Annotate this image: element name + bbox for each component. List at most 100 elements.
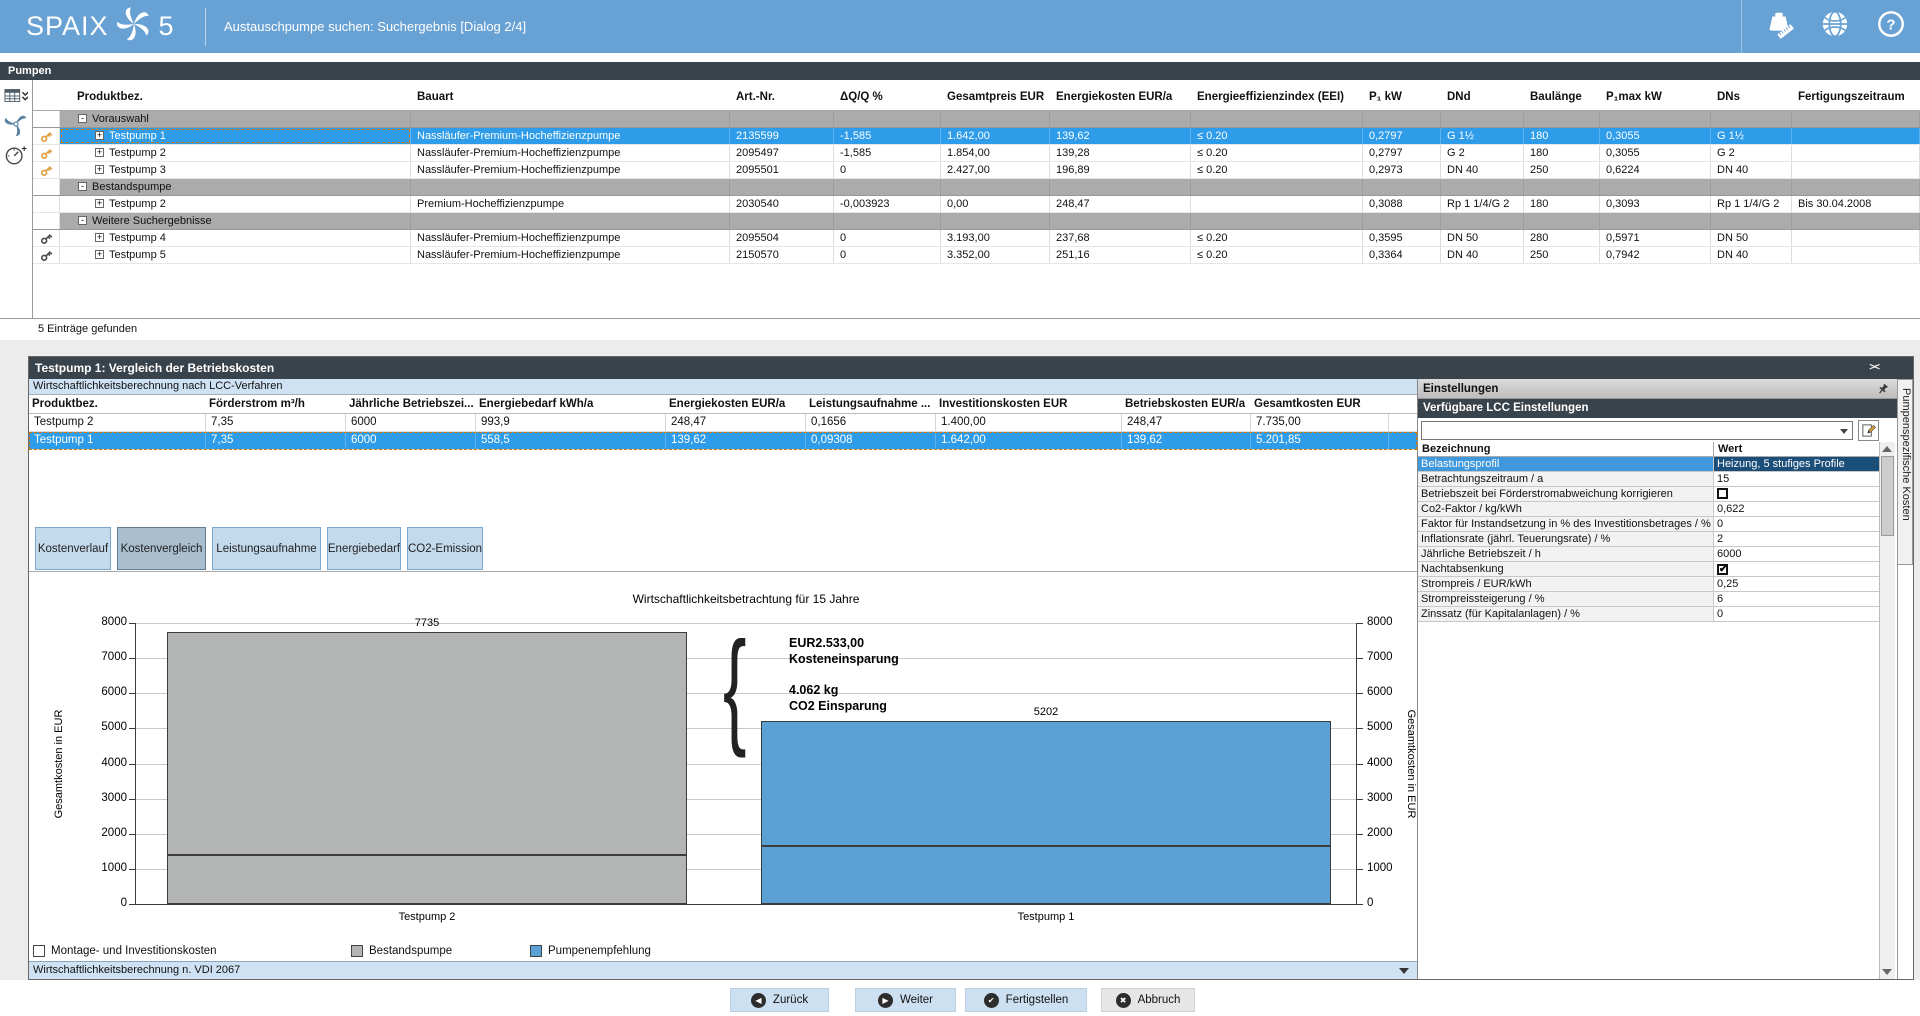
table-row[interactable]: +Testpump 5Nassläufer-Premium-Hocheffizi…: [33, 247, 1920, 264]
units-icon[interactable]: [1764, 9, 1794, 44]
settings-row[interactable]: Betrachtungszeitraum / a15: [1418, 472, 1879, 487]
tab-kostenverlauf[interactable]: Kostenverlauf: [35, 527, 111, 570]
column-header[interactable]: Art.-Nr.: [730, 91, 834, 110]
zurück-button[interactable]: ◀Zurück: [730, 988, 829, 1012]
table-row[interactable]: +Testpump 4Nassläufer-Premium-Hocheffizi…: [33, 230, 1920, 247]
abbruch-button[interactable]: ✖Abbruch: [1101, 988, 1195, 1012]
setting-label: Zinssatz (für Kapitalanlagen) / %: [1418, 607, 1714, 621]
setting-label: Betriebszeit bei Förderstromabweichung k…: [1418, 487, 1714, 501]
help-icon[interactable]: ?: [1876, 9, 1906, 44]
y-tick-label-right: 5000: [1367, 721, 1393, 733]
edit-lcc-settings-button[interactable]: [1858, 420, 1879, 441]
group-row[interactable]: -Bestandspumpe: [33, 179, 1920, 196]
cell: Premium-Hocheffizienzpumpe: [411, 196, 730, 212]
scroll-down-icon[interactable]: [1882, 969, 1892, 975]
expand-expander[interactable]: +: [95, 165, 104, 174]
savings-annotation: EUR2.533,00Kosteneinsparung: [789, 635, 899, 667]
pumpenspezifische-kosten-tab[interactable]: Pumpenspezifische Kosten: [1898, 379, 1913, 565]
tab-kostenvergleich[interactable]: Kostenvergleich: [117, 527, 206, 570]
column-header[interactable]: DNs: [1711, 91, 1792, 110]
lcc-column-header: Energiekosten EUR/a: [666, 398, 806, 410]
button-label: Zurück: [773, 994, 808, 1006]
settings-row[interactable]: BelastungsprofilHeizung, 5 stufiges Prof…: [1418, 457, 1879, 472]
scroll-up-icon[interactable]: [1882, 446, 1892, 452]
setting-value: 0: [1714, 607, 1879, 621]
table-row[interactable]: +Testpump 3Nassläufer-Premium-Hocheffizi…: [33, 162, 1920, 179]
settings-scrollbar[interactable]: [1879, 442, 1895, 979]
y-tick-label-right: 8000: [1367, 616, 1393, 628]
expand-expander[interactable]: +: [95, 250, 104, 259]
group-row[interactable]: -Weitere Suchergebnisse: [33, 213, 1920, 230]
fertigstellen-button[interactable]: ✔Fertigstellen: [965, 988, 1087, 1012]
lcc-row[interactable]: Testpump 17,356000558,5139,620,093081.64…: [29, 432, 1417, 450]
column-header[interactable]: DNd: [1441, 91, 1524, 110]
table-row[interactable]: +Testpump 2Premium-Hocheffizienzpumpe203…: [33, 196, 1920, 213]
tick-mark: [129, 869, 135, 870]
column-header[interactable]: Energieeffizienzindex (EEI): [1191, 91, 1363, 110]
settings-column-header: Bezeichnung: [1418, 442, 1714, 456]
weiter-button[interactable]: ▶Weiter: [855, 988, 956, 1012]
cell: 139,62: [1050, 128, 1191, 144]
collapse-expander[interactable]: -: [78, 114, 87, 123]
cell: Nassläufer-Premium-Hocheffizienzpumpe: [411, 247, 730, 263]
chevron-down-icon[interactable]: [1399, 968, 1409, 974]
expand-expander[interactable]: +: [95, 131, 104, 140]
column-header[interactable]: ΔQ/Q %: [834, 91, 941, 110]
column-header[interactable]: Baulänge: [1524, 91, 1600, 110]
column-header[interactable]: Produktbez.: [60, 91, 411, 110]
column-header[interactable]: Bauart: [411, 91, 730, 110]
checkbox-checked[interactable]: ✔: [1717, 564, 1728, 575]
column-header[interactable]: P₁ kW: [1363, 91, 1441, 110]
settings-row[interactable]: Zinssatz (für Kapitalanlagen) / %0: [1418, 607, 1879, 622]
group-row[interactable]: -Vorauswahl: [33, 111, 1920, 128]
settings-row[interactable]: Faktor für Instandsetzung in % des Inves…: [1418, 517, 1879, 532]
scrollbar-thumb[interactable]: [1881, 456, 1894, 536]
checkbox-unchecked[interactable]: [1717, 488, 1728, 499]
settings-row[interactable]: Strompreis / EUR/kWh0,25: [1418, 577, 1879, 592]
column-header[interactable]: Gesamtpreis EUR: [941, 91, 1050, 110]
lcc-row[interactable]: Testpump 27,356000993,9248,470,16561.400…: [29, 414, 1417, 432]
table-row[interactable]: +Testpump 1Nassläufer-Premium-Hocheffizi…: [33, 128, 1920, 145]
column-header[interactable]: P₁max kW: [1600, 91, 1711, 110]
globe-icon[interactable]: [1820, 9, 1850, 44]
product-name-cell: +Testpump 5: [60, 247, 411, 263]
settings-row[interactable]: Nachtabsenkung✔: [1418, 562, 1879, 577]
expand-expander[interactable]: +: [95, 199, 104, 208]
collapse-expander[interactable]: -: [78, 182, 87, 191]
settings-row[interactable]: Co2-Faktor / kg/kWh0,622: [1418, 502, 1879, 517]
product-name: Testpump 1: [109, 130, 166, 142]
setting-value: [1714, 487, 1879, 501]
collapse-expander[interactable]: -: [78, 216, 87, 225]
cell: 0,1656: [806, 414, 936, 431]
settings-row[interactable]: Strompreissteigerung / %6: [1418, 592, 1879, 607]
expand-expander[interactable]: +: [95, 148, 104, 157]
tab-co2-emission[interactable]: CO2-Emission: [407, 527, 483, 570]
column-header[interactable]: Fertigungszeitraum: [1792, 91, 1920, 110]
left-axis: [135, 623, 136, 904]
product-name-cell: +Testpump 2: [60, 196, 411, 212]
tab-energiebedarf[interactable]: Energiebedarf: [327, 527, 401, 570]
tab-pumpen[interactable]: Pumpen: [0, 62, 1920, 80]
lcc-settings-combobox[interactable]: [1421, 421, 1853, 440]
y-tick-label-left: 2000: [87, 827, 127, 839]
product-name-cell: +Testpump 2: [60, 145, 411, 161]
settings-row[interactable]: Inflationsrate (jährl. Teuerungsrate) / …: [1418, 532, 1879, 547]
settings-row[interactable]: Betriebszeit bei Förderstromabweichung k…: [1418, 487, 1879, 502]
cell: DN 40: [1711, 247, 1792, 263]
cell: Testpump 1: [29, 432, 206, 449]
column-header[interactable]: Energiekosten EUR/a: [1050, 91, 1191, 110]
gauge-plus-icon[interactable]: +: [0, 144, 32, 166]
table-columns-icon[interactable]: [0, 88, 32, 104]
app-logo: SPAIX 5: [0, 7, 205, 46]
settings-row[interactable]: Jährliche Betriebszeit / h6000: [1418, 547, 1879, 562]
lcc-column-header: Förderstrom m³/h: [206, 398, 346, 410]
table-row[interactable]: +Testpump 2Nassläufer-Premium-Hocheffizi…: [33, 145, 1920, 162]
tab-leistungsaufnahme[interactable]: Leistungsaufnahme: [212, 527, 321, 570]
collapse-panel-icon[interactable]: ><: [1869, 357, 1879, 379]
group-label: Weitere Suchergebnisse: [92, 215, 212, 227]
pump-icon[interactable]: [0, 112, 32, 136]
cell: -1,585: [834, 145, 941, 161]
key-cell: [33, 213, 60, 229]
expand-expander[interactable]: +: [95, 233, 104, 242]
product-name-cell: +Testpump 4: [60, 230, 411, 246]
